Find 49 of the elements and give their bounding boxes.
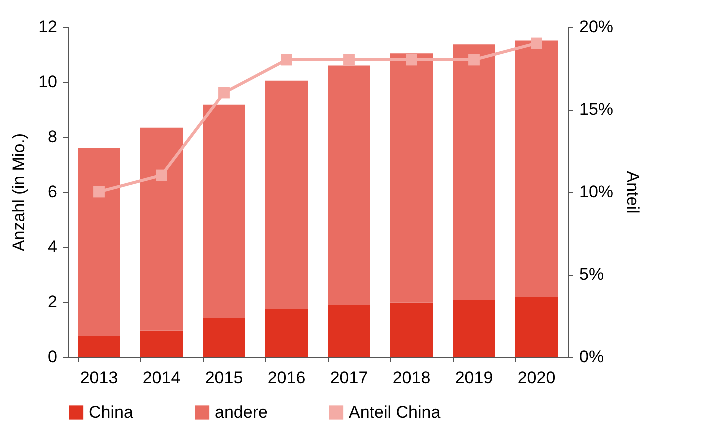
bar bbox=[390, 54, 433, 303]
bar bbox=[140, 128, 183, 331]
y-tick-label: 8 bbox=[48, 128, 58, 146]
point bbox=[218, 87, 230, 99]
y2-tick-label: 20% bbox=[580, 18, 614, 36]
point bbox=[281, 54, 292, 66]
x-tick-label: 2017 bbox=[330, 368, 368, 388]
bar bbox=[328, 305, 370, 357]
bar bbox=[516, 40, 558, 298]
x-tick-label: 2015 bbox=[205, 368, 244, 388]
bar bbox=[78, 336, 120, 357]
legend-label: China bbox=[89, 402, 134, 422]
point bbox=[344, 54, 355, 66]
bar bbox=[140, 330, 183, 357]
bar bbox=[78, 148, 120, 336]
y-tick-label: 6 bbox=[48, 182, 58, 202]
bar bbox=[516, 297, 558, 357]
legend-label: andere bbox=[215, 402, 268, 422]
bar bbox=[203, 104, 246, 318]
x-tick-label: 2013 bbox=[80, 368, 118, 388]
bar bbox=[266, 309, 308, 357]
y-tick-label: 0 bbox=[48, 348, 58, 366]
y-tick-label: 2 bbox=[48, 292, 58, 312]
y2-tick-label: 5% bbox=[580, 265, 604, 284]
bar bbox=[328, 66, 370, 306]
point bbox=[531, 38, 542, 50]
x-tick-label: 2020 bbox=[518, 368, 556, 388]
y2-axis-title: Anteil bbox=[624, 171, 643, 214]
y-tick-label: 12 bbox=[38, 18, 58, 36]
x-tick-label: 2018 bbox=[392, 368, 431, 388]
point bbox=[156, 170, 168, 182]
bar bbox=[203, 318, 246, 357]
point bbox=[468, 54, 480, 66]
bar bbox=[453, 300, 496, 357]
bar bbox=[390, 302, 433, 357]
x-tick-label: 2016 bbox=[268, 368, 306, 388]
y-axis-title: Anzahl (in Mio.) bbox=[10, 133, 29, 252]
x-tick-label: 2014 bbox=[142, 368, 181, 388]
y2-tick-label: 15% bbox=[580, 100, 614, 119]
x-tick-label: 2019 bbox=[455, 368, 494, 388]
point bbox=[94, 186, 105, 198]
y-tick-label: 10 bbox=[38, 72, 58, 92]
bar bbox=[453, 44, 496, 300]
bar bbox=[266, 80, 308, 310]
point bbox=[406, 54, 418, 66]
y-tick-label: 4 bbox=[48, 238, 58, 256]
y2-tick-label: 0% bbox=[580, 348, 604, 366]
legend-label: Anteil China bbox=[349, 402, 442, 422]
y2-tick-label: 10% bbox=[580, 182, 614, 202]
